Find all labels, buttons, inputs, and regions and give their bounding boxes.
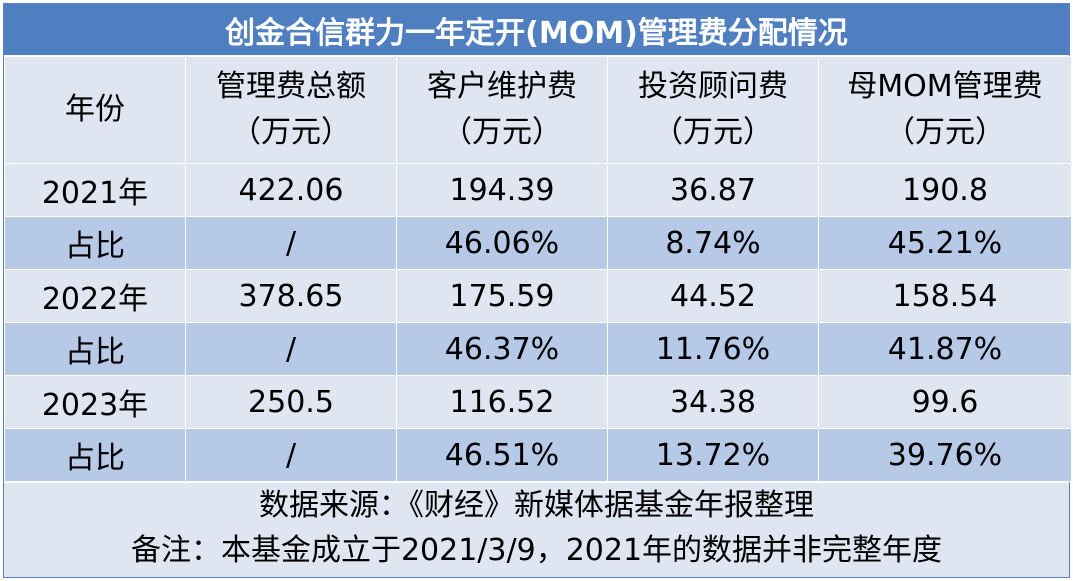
header-mom-fee-unit: （万元）: [885, 115, 1005, 150]
table-row: 2023年 250.5 116.52 34.38 99.6: [4, 375, 1072, 429]
fee-table: 年份 管理费总额 （万元） 客户维护费 （万元） 投资顾问费 （万元） 母MOM…: [4, 56, 1072, 482]
table-cell: 378.65: [185, 269, 397, 323]
table-cell: 占比: [4, 322, 186, 376]
table-cell: 46.51%: [396, 428, 608, 482]
header-client-fee-unit: （万元）: [442, 115, 562, 150]
table-cell: 41.87%: [818, 322, 1072, 376]
table-cell: 194.39: [396, 163, 608, 217]
table-cell: 34.38: [607, 375, 819, 429]
table-cell: 99.6: [818, 375, 1072, 429]
header-mom-fee: 母MOM管理费 （万元）: [818, 56, 1072, 164]
table-title: 创金合信群力一年定开(MOM)管理费分配情况: [4, 4, 1069, 56]
table-cell: /: [185, 322, 397, 376]
table-cell: 36.87: [607, 163, 819, 217]
table-row: 2022年 378.65 175.59 44.52 158.54: [4, 269, 1072, 323]
table-cell: 250.5: [185, 375, 397, 429]
remark-note: 备注：本基金成立于2021/3/9，2021年的数据并非完整年度: [130, 533, 943, 568]
table-row: 占比 / 46.37% 11.76% 41.87%: [4, 322, 1072, 376]
table-cell: /: [185, 216, 397, 270]
table-row: 占比 / 46.51% 13.72% 39.76%: [4, 428, 1072, 482]
header-advisor-fee-label: 投资顾问费: [638, 69, 788, 104]
header-client-fee-label: 客户维护费: [427, 69, 577, 104]
table-cell: 46.37%: [396, 322, 608, 376]
table-row: 2021年 422.06 194.39 36.87 190.8: [4, 163, 1072, 217]
table-cell: 39.76%: [818, 428, 1072, 482]
table-cell: 2023年: [4, 375, 186, 429]
header-total-fee-label: 管理费总额: [216, 69, 366, 104]
data-source-note: 数据来源：《财经》新媒体据基金年报整理: [259, 488, 814, 523]
table-cell: 116.52: [396, 375, 608, 429]
table-cell: 422.06: [185, 163, 397, 217]
header-advisor-fee-unit: （万元）: [653, 115, 773, 150]
table-cell: 175.59: [396, 269, 608, 323]
table-cell: 8.74%: [607, 216, 819, 270]
table-footer: 数据来源：《财经》新媒体据基金年报整理 备注：本基金成立于2021/3/9，20…: [4, 482, 1069, 573]
table-cell: /: [185, 428, 397, 482]
header-total-fee: 管理费总额 （万元）: [185, 56, 397, 164]
table-cell: 190.8: [818, 163, 1072, 217]
header-mom-fee-label: 母MOM管理费: [847, 69, 1043, 104]
table-cell: 44.52: [607, 269, 819, 323]
table-cell: 占比: [4, 216, 186, 270]
fee-table-figure: 创金合信群力一年定开(MOM)管理费分配情况 年份 管理费总额 （万元） 客户维…: [3, 3, 1072, 578]
table-cell: 2021年: [4, 163, 186, 217]
table-cell: 158.54: [818, 269, 1072, 323]
table-cell: 占比: [4, 428, 186, 482]
table-cell: 46.06%: [396, 216, 608, 270]
header-year-label: 年份: [65, 92, 125, 127]
header-client-fee: 客户维护费 （万元）: [396, 56, 608, 164]
header-year: 年份: [4, 56, 186, 164]
table-row: 占比 / 46.06% 8.74% 45.21%: [4, 216, 1072, 270]
header-row: 年份 管理费总额 （万元） 客户维护费 （万元） 投资顾问费 （万元） 母MOM…: [4, 56, 1072, 164]
table-cell: 11.76%: [607, 322, 819, 376]
table-cell: 2022年: [4, 269, 186, 323]
table-cell: 13.72%: [607, 428, 819, 482]
header-advisor-fee: 投资顾问费 （万元）: [607, 56, 819, 164]
header-total-fee-unit: （万元）: [231, 115, 351, 150]
table-cell: 45.21%: [818, 216, 1072, 270]
